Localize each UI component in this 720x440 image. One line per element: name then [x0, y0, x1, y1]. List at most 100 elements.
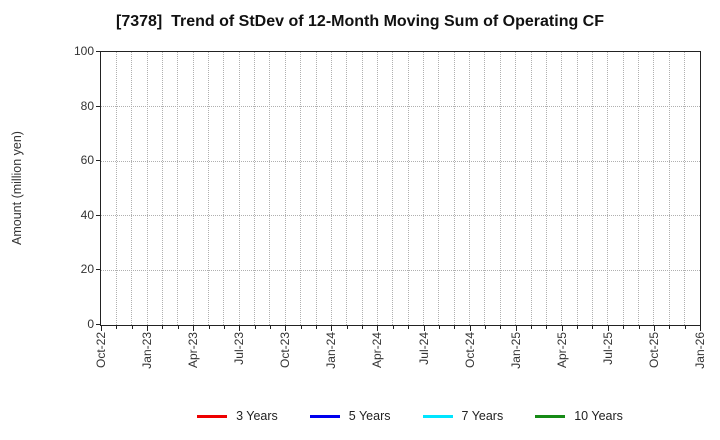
x-gridline — [177, 52, 179, 325]
legend-swatch-10-years — [535, 414, 566, 418]
x-gridline — [515, 52, 517, 325]
x-tick-mark-minor — [362, 326, 364, 329]
y-tick-label: 40 — [80, 207, 94, 222]
legend-item: 5 Years — [309, 409, 391, 423]
y-tick-label: 20 — [80, 262, 94, 277]
x-gridline — [684, 52, 686, 325]
x-gridline — [131, 52, 133, 325]
chart-title: [7378] Trend of StDev of 12-Month Moving… — [115, 13, 605, 30]
x-gridline — [376, 52, 378, 325]
x-tick-label: Jul-23 — [232, 332, 247, 365]
x-tick-mark-major — [377, 326, 379, 331]
x-tick-mark-major — [193, 326, 195, 331]
x-tick-mark-major — [700, 326, 701, 331]
x-tick-mark-minor — [116, 326, 118, 329]
x-gridline — [469, 52, 471, 325]
x-tick-label: Jan-26 — [693, 332, 707, 369]
x-tick-mark-major — [239, 326, 241, 331]
x-tick-mark-major — [423, 326, 425, 331]
plot-area — [100, 51, 701, 326]
legend-label: 5 Years — [348, 409, 391, 423]
x-tick-label: Oct-23 — [278, 332, 293, 369]
x-gridline — [591, 52, 593, 325]
x-tick-mark-minor — [638, 326, 640, 329]
x-tick-label: Jan-24 — [324, 332, 339, 369]
x-tick-label: Apr-24 — [370, 332, 385, 369]
x-tick-mark-major — [515, 326, 517, 331]
x-tick-mark-minor — [623, 326, 625, 329]
x-gridline — [407, 52, 409, 325]
x-tick-mark-major — [653, 326, 655, 331]
x-tick-label: Jan-25 — [508, 332, 523, 369]
legend-swatch-5-years — [309, 414, 340, 418]
y-tick-mark — [96, 214, 100, 216]
x-gridline — [115, 52, 117, 325]
legend-swatch-3-years — [197, 414, 228, 418]
y-tick-mark — [96, 269, 100, 271]
y-tick-mark — [96, 160, 100, 162]
x-gridline — [499, 52, 501, 325]
x-tick-mark-minor — [484, 326, 486, 329]
x-gridline — [653, 52, 655, 325]
x-tick-mark-minor — [592, 326, 594, 329]
x-tick-mark-major — [285, 326, 287, 331]
x-gridline — [392, 52, 394, 325]
x-gridline — [330, 52, 332, 325]
x-tick-mark-major — [607, 326, 609, 331]
legend-item: 7 Years — [422, 409, 504, 423]
x-gridline — [484, 52, 486, 325]
y-tick-label: 80 — [80, 98, 94, 113]
x-gridline — [284, 52, 286, 325]
legend-label: 7 Years — [461, 409, 504, 423]
legend-label: 10 Years — [574, 409, 623, 423]
x-gridline — [530, 52, 532, 325]
legend: 3 Years 5 Years 7 Years 10 Years — [90, 405, 720, 427]
x-tick-mark-minor — [162, 326, 164, 329]
x-tick-mark-minor — [269, 326, 271, 329]
legend-swatch-7-years — [422, 414, 453, 418]
x-tick-mark-major — [469, 326, 471, 331]
x-gridline — [453, 52, 455, 325]
x-tick-mark-major — [147, 326, 149, 331]
x-gridline — [423, 52, 425, 325]
x-gridline — [607, 52, 609, 325]
x-gridline — [346, 52, 348, 325]
x-tick-mark-minor — [177, 326, 179, 329]
y-tick-mark — [96, 324, 100, 325]
y-tick-mark — [96, 51, 100, 52]
x-gridline — [668, 52, 670, 325]
x-tick-label: Jul-24 — [416, 332, 431, 365]
x-tick-mark-minor — [438, 326, 440, 329]
y-gridline — [101, 269, 700, 271]
y-gridline — [101, 160, 700, 162]
x-tick-label: Oct-22 — [94, 332, 108, 369]
x-tick-label: Jul-25 — [600, 332, 615, 365]
x-gridline — [269, 52, 271, 325]
x-gridline — [146, 52, 148, 325]
x-tick-mark-minor — [254, 326, 256, 329]
x-tick-mark-minor — [208, 326, 210, 329]
x-tick-mark-major — [101, 326, 102, 331]
x-tick-mark-minor — [346, 326, 348, 329]
x-gridline — [561, 52, 563, 325]
y-tick-mark — [96, 105, 100, 107]
y-tick-label: 60 — [80, 153, 94, 168]
x-tick-mark-major — [561, 326, 563, 331]
y-axis-label: Amount (million yen) — [10, 131, 24, 245]
x-gridline — [622, 52, 624, 325]
x-tick-label: Oct-24 — [462, 332, 477, 369]
x-tick-mark-minor — [669, 326, 671, 329]
x-tick-label: Apr-25 — [554, 332, 569, 369]
x-tick-mark-minor — [454, 326, 456, 329]
x-tick-mark-minor — [316, 326, 318, 329]
x-tick-mark-minor — [300, 326, 302, 329]
x-tick-mark-minor — [531, 326, 533, 329]
x-gridline — [315, 52, 317, 325]
y-tick-label: 100 — [73, 44, 94, 58]
x-tick-label: Oct-25 — [646, 332, 661, 369]
x-gridline — [438, 52, 440, 325]
x-tick-mark-major — [331, 326, 333, 331]
x-gridline — [638, 52, 640, 325]
x-gridline — [238, 52, 240, 325]
legend-item: 10 Years — [535, 409, 623, 423]
